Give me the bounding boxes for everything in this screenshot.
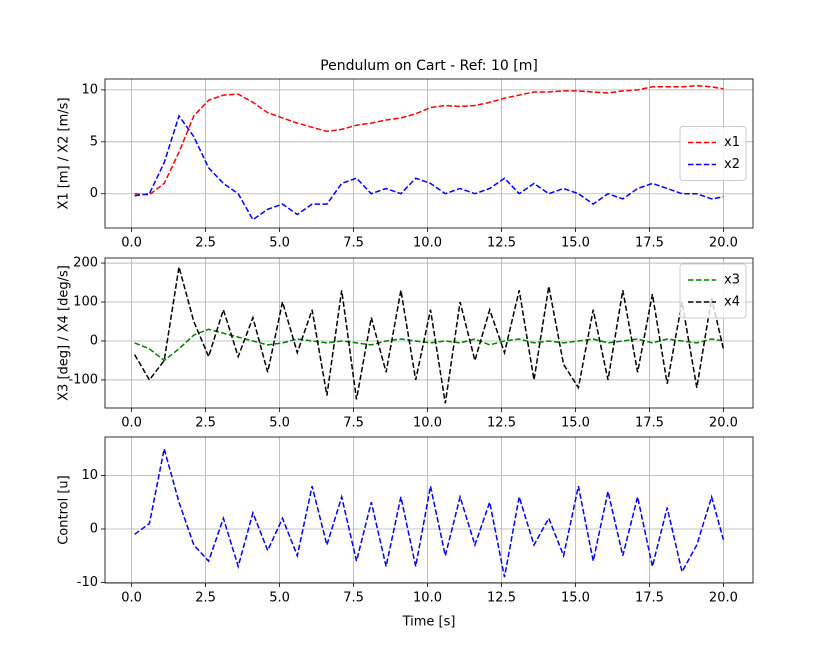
x-axis-label: Time [s] [402, 615, 456, 630]
y-axis-label: Control [u] [57, 475, 72, 545]
x-tick-label: 17.5 [635, 591, 664, 606]
x-tick-label: 5.0 [269, 591, 290, 606]
y-axis-label: X3 [deg] / X4 [deg/s] [57, 265, 72, 401]
legend-label: x3 [724, 273, 740, 288]
x-tick-label: 20.0 [709, 236, 738, 251]
y-tick-label: 0 [90, 186, 98, 201]
x-tick-label: 12.5 [487, 591, 516, 606]
y-tick-label: 200 [73, 256, 98, 271]
x-tick-label: 0.0 [121, 591, 142, 606]
x-tick-label: 2.5 [195, 236, 216, 251]
y-tick-label: 0 [90, 521, 98, 536]
plot-area [105, 79, 753, 228]
x-tick-label: 7.5 [343, 236, 364, 251]
legend-box [679, 126, 747, 181]
y-tick-label: 10 [81, 468, 98, 483]
plot-area [105, 437, 753, 583]
plot-area [105, 258, 753, 408]
x-tick-label: 15.0 [561, 236, 590, 251]
subplot: 0.0 2.5 5.0 7.5 10.0 12.5 15.0 17.5 20.0 0 5 10 Pend… [57, 58, 754, 251]
y-tick-label: 0 [90, 333, 98, 348]
x-tick-label: 17.5 [635, 416, 664, 431]
y-axis-label: X1 [m] / X2 [m/s] [57, 97, 72, 209]
x-tick-label: 20.0 [709, 416, 738, 431]
data-line [134, 448, 725, 578]
x-tick-label: 17.5 [635, 236, 664, 251]
y-tick-label: -100 [68, 372, 98, 387]
x-tick-label: 7.5 [343, 416, 364, 431]
axes-frame [104, 78, 754, 229]
chart-title: Pendulum on Cart - Ref: 10 [m] [320, 58, 538, 74]
y-tick-label: 10 [81, 82, 98, 97]
legend-label: x4 [724, 295, 740, 310]
x-tick-label: 2.5 [195, 591, 216, 606]
x-tick-label: 10.0 [413, 236, 442, 251]
legend-box [679, 263, 747, 319]
x-tick-label: 20.0 [709, 591, 738, 606]
x-tick-label: 7.5 [343, 591, 364, 606]
data-line [134, 114, 724, 221]
x-tick-label: 10.0 [413, 416, 442, 431]
axes-frame [104, 436, 754, 584]
subplot: 0.0 2.5 5.0 7.5 10.0 12.5 15.0 17.5 20.0 -100 0 100… [57, 256, 754, 431]
x-tick-label: 5.0 [269, 416, 290, 431]
subplot: 0.0 2.5 5.0 7.5 10.0 12.5 15.0 17.5 20.0 -10 0 10 Co… [57, 436, 754, 630]
x-tick-label: 15.0 [561, 591, 590, 606]
x-tick-label: 2.5 [195, 416, 216, 431]
x-tick-label: 15.0 [561, 416, 590, 431]
y-tick-label: 100 [73, 295, 98, 310]
legend-label: x1 [724, 135, 740, 150]
x-tick-label: 12.5 [487, 236, 516, 251]
x-tick-label: 0.0 [121, 416, 142, 431]
x-tick-label: 5.0 [269, 236, 290, 251]
axes-frame [104, 257, 754, 409]
x-tick-label: 12.5 [487, 416, 516, 431]
x-tick-label: 0.0 [121, 236, 142, 251]
data-line [133, 266, 725, 404]
legend-label: x2 [724, 157, 740, 172]
data-line [134, 84, 724, 196]
y-tick-label: 5 [90, 134, 98, 149]
x-tick-label: 10.0 [413, 591, 442, 606]
y-tick-label: -10 [77, 575, 98, 590]
data-line [134, 328, 724, 362]
